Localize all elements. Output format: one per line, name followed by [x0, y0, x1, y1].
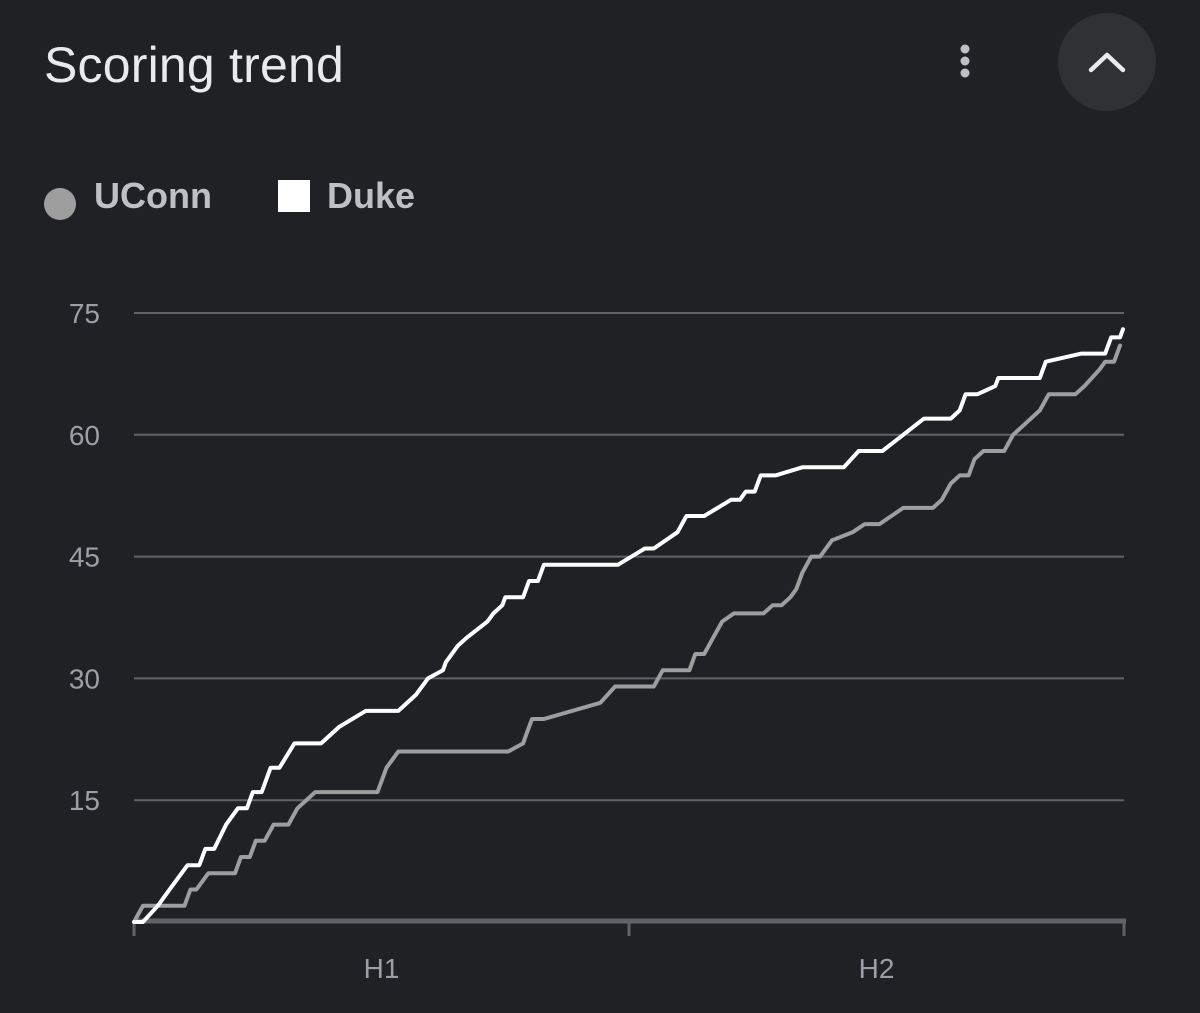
more-options-button[interactable] [940, 36, 990, 86]
legend-item-uconn[interactable]: UConn [44, 172, 212, 220]
chevron-up-icon [1088, 52, 1126, 73]
legend-item-duke[interactable]: Duke [277, 175, 415, 217]
y-tick-label: 30 [69, 663, 100, 694]
legend-square-icon [277, 180, 310, 212]
y-tick-label: 60 [69, 420, 100, 451]
y-tick-label: 75 [69, 298, 100, 329]
series-line-duke [132, 327, 1125, 924]
legend-label-uconn: UConn [94, 175, 212, 216]
card-title: Scoring trend [44, 37, 344, 93]
collapse-button[interactable] [1058, 13, 1156, 111]
legend-label-duke: Duke [326, 175, 415, 216]
x-tick-label: H2 [859, 953, 895, 984]
more-vert-icon [960, 44, 970, 78]
y-tick-label: 15 [69, 785, 100, 816]
y-tick-label: 45 [69, 542, 100, 573]
chart-legend: UConn Duke [44, 168, 481, 224]
series-line-uconn [132, 343, 1122, 924]
x-tick-label: H1 [364, 953, 400, 984]
legend-circle-icon [44, 188, 76, 220]
